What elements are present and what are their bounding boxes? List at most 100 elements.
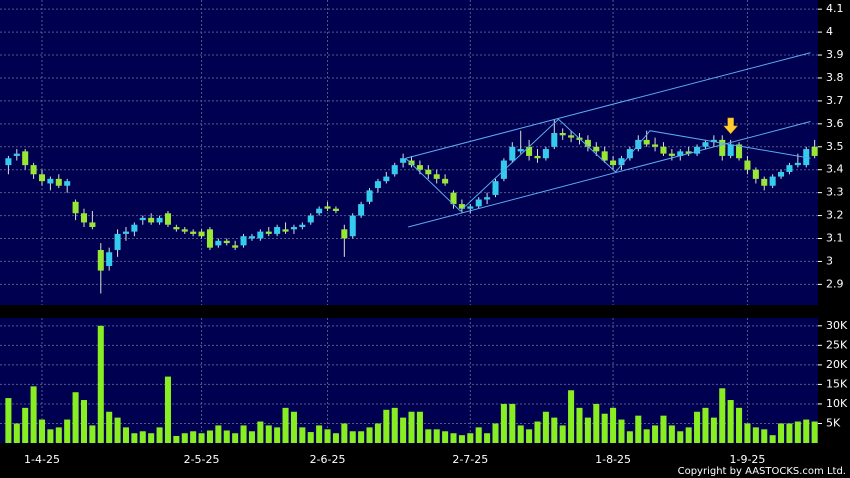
candle-body [593, 146, 600, 152]
candle-body [122, 231, 129, 234]
volume-bar [274, 427, 281, 443]
candle-body [274, 227, 281, 234]
y-tick-label: 3.3 [826, 186, 844, 199]
volume-bar [383, 409, 390, 443]
x-tick-label: 1-4-25 [24, 453, 60, 466]
volume-bar [198, 433, 205, 443]
volume-bar [559, 425, 566, 443]
trend-line [408, 121, 811, 228]
candle-body [282, 229, 289, 232]
volume-bar [727, 400, 734, 443]
candle-body [610, 160, 617, 166]
candle-body [55, 178, 62, 186]
candle-body [198, 231, 205, 237]
candle-body [5, 158, 12, 166]
volume-bar [173, 435, 180, 443]
volume-bar [811, 421, 818, 443]
volume-bar [282, 407, 289, 443]
candle-body [240, 236, 247, 246]
candle-body [778, 171, 785, 177]
volume-bar [643, 429, 650, 443]
volume-bar [517, 425, 524, 443]
candle-body [702, 142, 709, 147]
volume-bar [248, 431, 255, 443]
volume-bar [794, 421, 801, 443]
candle-body [97, 249, 104, 271]
candle-body [416, 165, 423, 170]
candle-body [47, 178, 54, 184]
x-tick-label: 2-7-25 [452, 453, 488, 466]
candle-body [400, 158, 407, 163]
trend-line [405, 52, 811, 159]
candle-body [13, 153, 20, 156]
volume-bar [374, 423, 381, 443]
volume-bar [22, 407, 29, 443]
volume-bar [38, 419, 46, 443]
y-tick-label: 3.4 [826, 163, 844, 176]
candle-body [72, 201, 79, 214]
candle-body [341, 229, 348, 239]
candle-body [248, 236, 255, 239]
volume-bar [458, 435, 465, 443]
volume-bar [652, 425, 659, 443]
trend-line [405, 118, 811, 212]
candle-body [139, 217, 146, 221]
candle-body [114, 233, 121, 250]
volume-bar [710, 417, 717, 443]
volume-bar [702, 407, 709, 443]
candle-body [232, 245, 239, 248]
candle-body [332, 208, 339, 211]
y-tick-label: 3.5 [826, 140, 844, 153]
volume-bar [769, 435, 776, 443]
volume-bar [416, 411, 423, 443]
candle-body [752, 169, 759, 179]
candle-body [173, 227, 180, 230]
candle-body [694, 146, 701, 154]
candle-body [601, 151, 608, 161]
candle-body [307, 215, 314, 223]
volume-bar [206, 430, 213, 443]
volume-bar [232, 433, 239, 443]
y2-tick-label: 20K [826, 358, 848, 371]
volume-bar [391, 407, 398, 443]
candle-body [794, 162, 801, 166]
volume-bar [618, 419, 625, 443]
x-tick-label: 1-9-25 [729, 453, 765, 466]
volume-bar [13, 423, 20, 443]
volume-bar [80, 400, 88, 443]
candle-body [408, 160, 415, 166]
candle-body [190, 231, 197, 234]
candle-body [215, 240, 222, 246]
candle-body [526, 146, 533, 156]
candle-body [206, 229, 213, 248]
volume-bar [576, 407, 583, 443]
volume-bar [719, 388, 726, 443]
volume-bar [131, 433, 138, 443]
y-tick-label: 3 [826, 254, 833, 267]
volume-bar [215, 425, 222, 443]
candle-body [668, 153, 675, 156]
volume-bar [122, 427, 129, 443]
volume-bar [299, 427, 306, 443]
candle-body [316, 208, 323, 214]
volume-bar [542, 411, 549, 443]
volume-bar [526, 429, 533, 443]
volume-bar [307, 432, 314, 443]
candle-body [38, 174, 46, 182]
volume-bar [55, 427, 62, 443]
volume-bar [584, 417, 591, 443]
volume-bar [106, 411, 113, 443]
volume-bar [366, 427, 373, 443]
volume-bar [156, 427, 163, 443]
volume-bar [400, 417, 407, 443]
volume-bar [534, 421, 541, 443]
y-tick-label: 4.1 [826, 2, 844, 15]
volume-bar [694, 411, 701, 443]
candle-body [618, 158, 625, 166]
candle-body [30, 165, 37, 175]
candle-body [710, 139, 717, 143]
x-tick-label: 1-8-25 [595, 453, 631, 466]
candle-body [442, 178, 449, 184]
candle-body [626, 149, 633, 159]
volume-bar [64, 419, 71, 443]
